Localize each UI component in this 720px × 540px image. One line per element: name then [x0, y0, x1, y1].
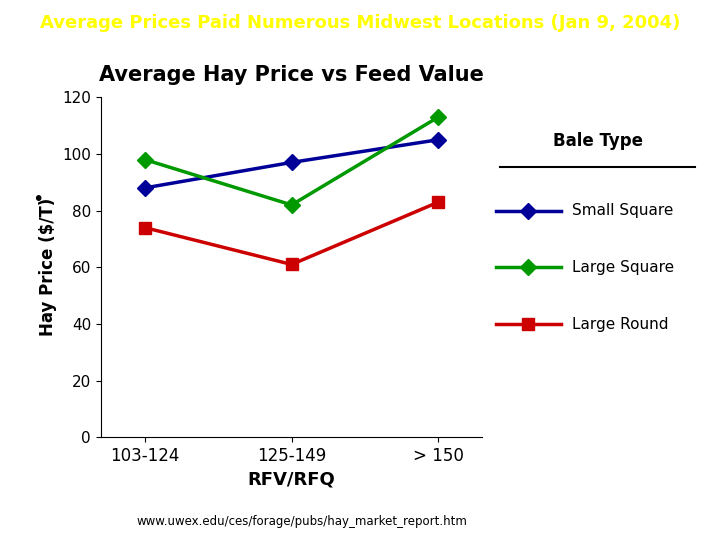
Text: www.uwex.edu/ces/forage/pubs/hay_market_report.htm: www.uwex.edu/ces/forage/pubs/hay_market_…	[137, 515, 468, 528]
Text: Large Round: Large Round	[572, 316, 668, 332]
Large Round	[434, 199, 443, 205]
Large Round	[287, 261, 296, 268]
Large Round	[140, 225, 149, 231]
Large Square	[434, 114, 443, 120]
Line: Small Square: Small Square	[139, 134, 444, 193]
Text: Small Square: Small Square	[572, 203, 673, 218]
Text: •: •	[32, 190, 44, 209]
Line: Large Round: Large Round	[139, 197, 444, 270]
X-axis label: RFV/RFQ: RFV/RFQ	[248, 471, 336, 489]
Small Square	[434, 137, 443, 143]
Small Square	[140, 185, 149, 191]
Line: Large Square: Large Square	[139, 111, 444, 211]
Small Square	[287, 159, 296, 166]
Text: Average Prices Paid Numerous Midwest Locations (Jan 9, 2004): Average Prices Paid Numerous Midwest Loc…	[40, 14, 680, 32]
Text: Bale Type: Bale Type	[553, 132, 643, 150]
Large Square	[140, 156, 149, 163]
Text: Large Square: Large Square	[572, 260, 674, 275]
Title: Average Hay Price vs Feed Value: Average Hay Price vs Feed Value	[99, 65, 484, 85]
Y-axis label: Hay Price ($/T): Hay Price ($/T)	[39, 198, 57, 336]
Large Square	[287, 201, 296, 208]
